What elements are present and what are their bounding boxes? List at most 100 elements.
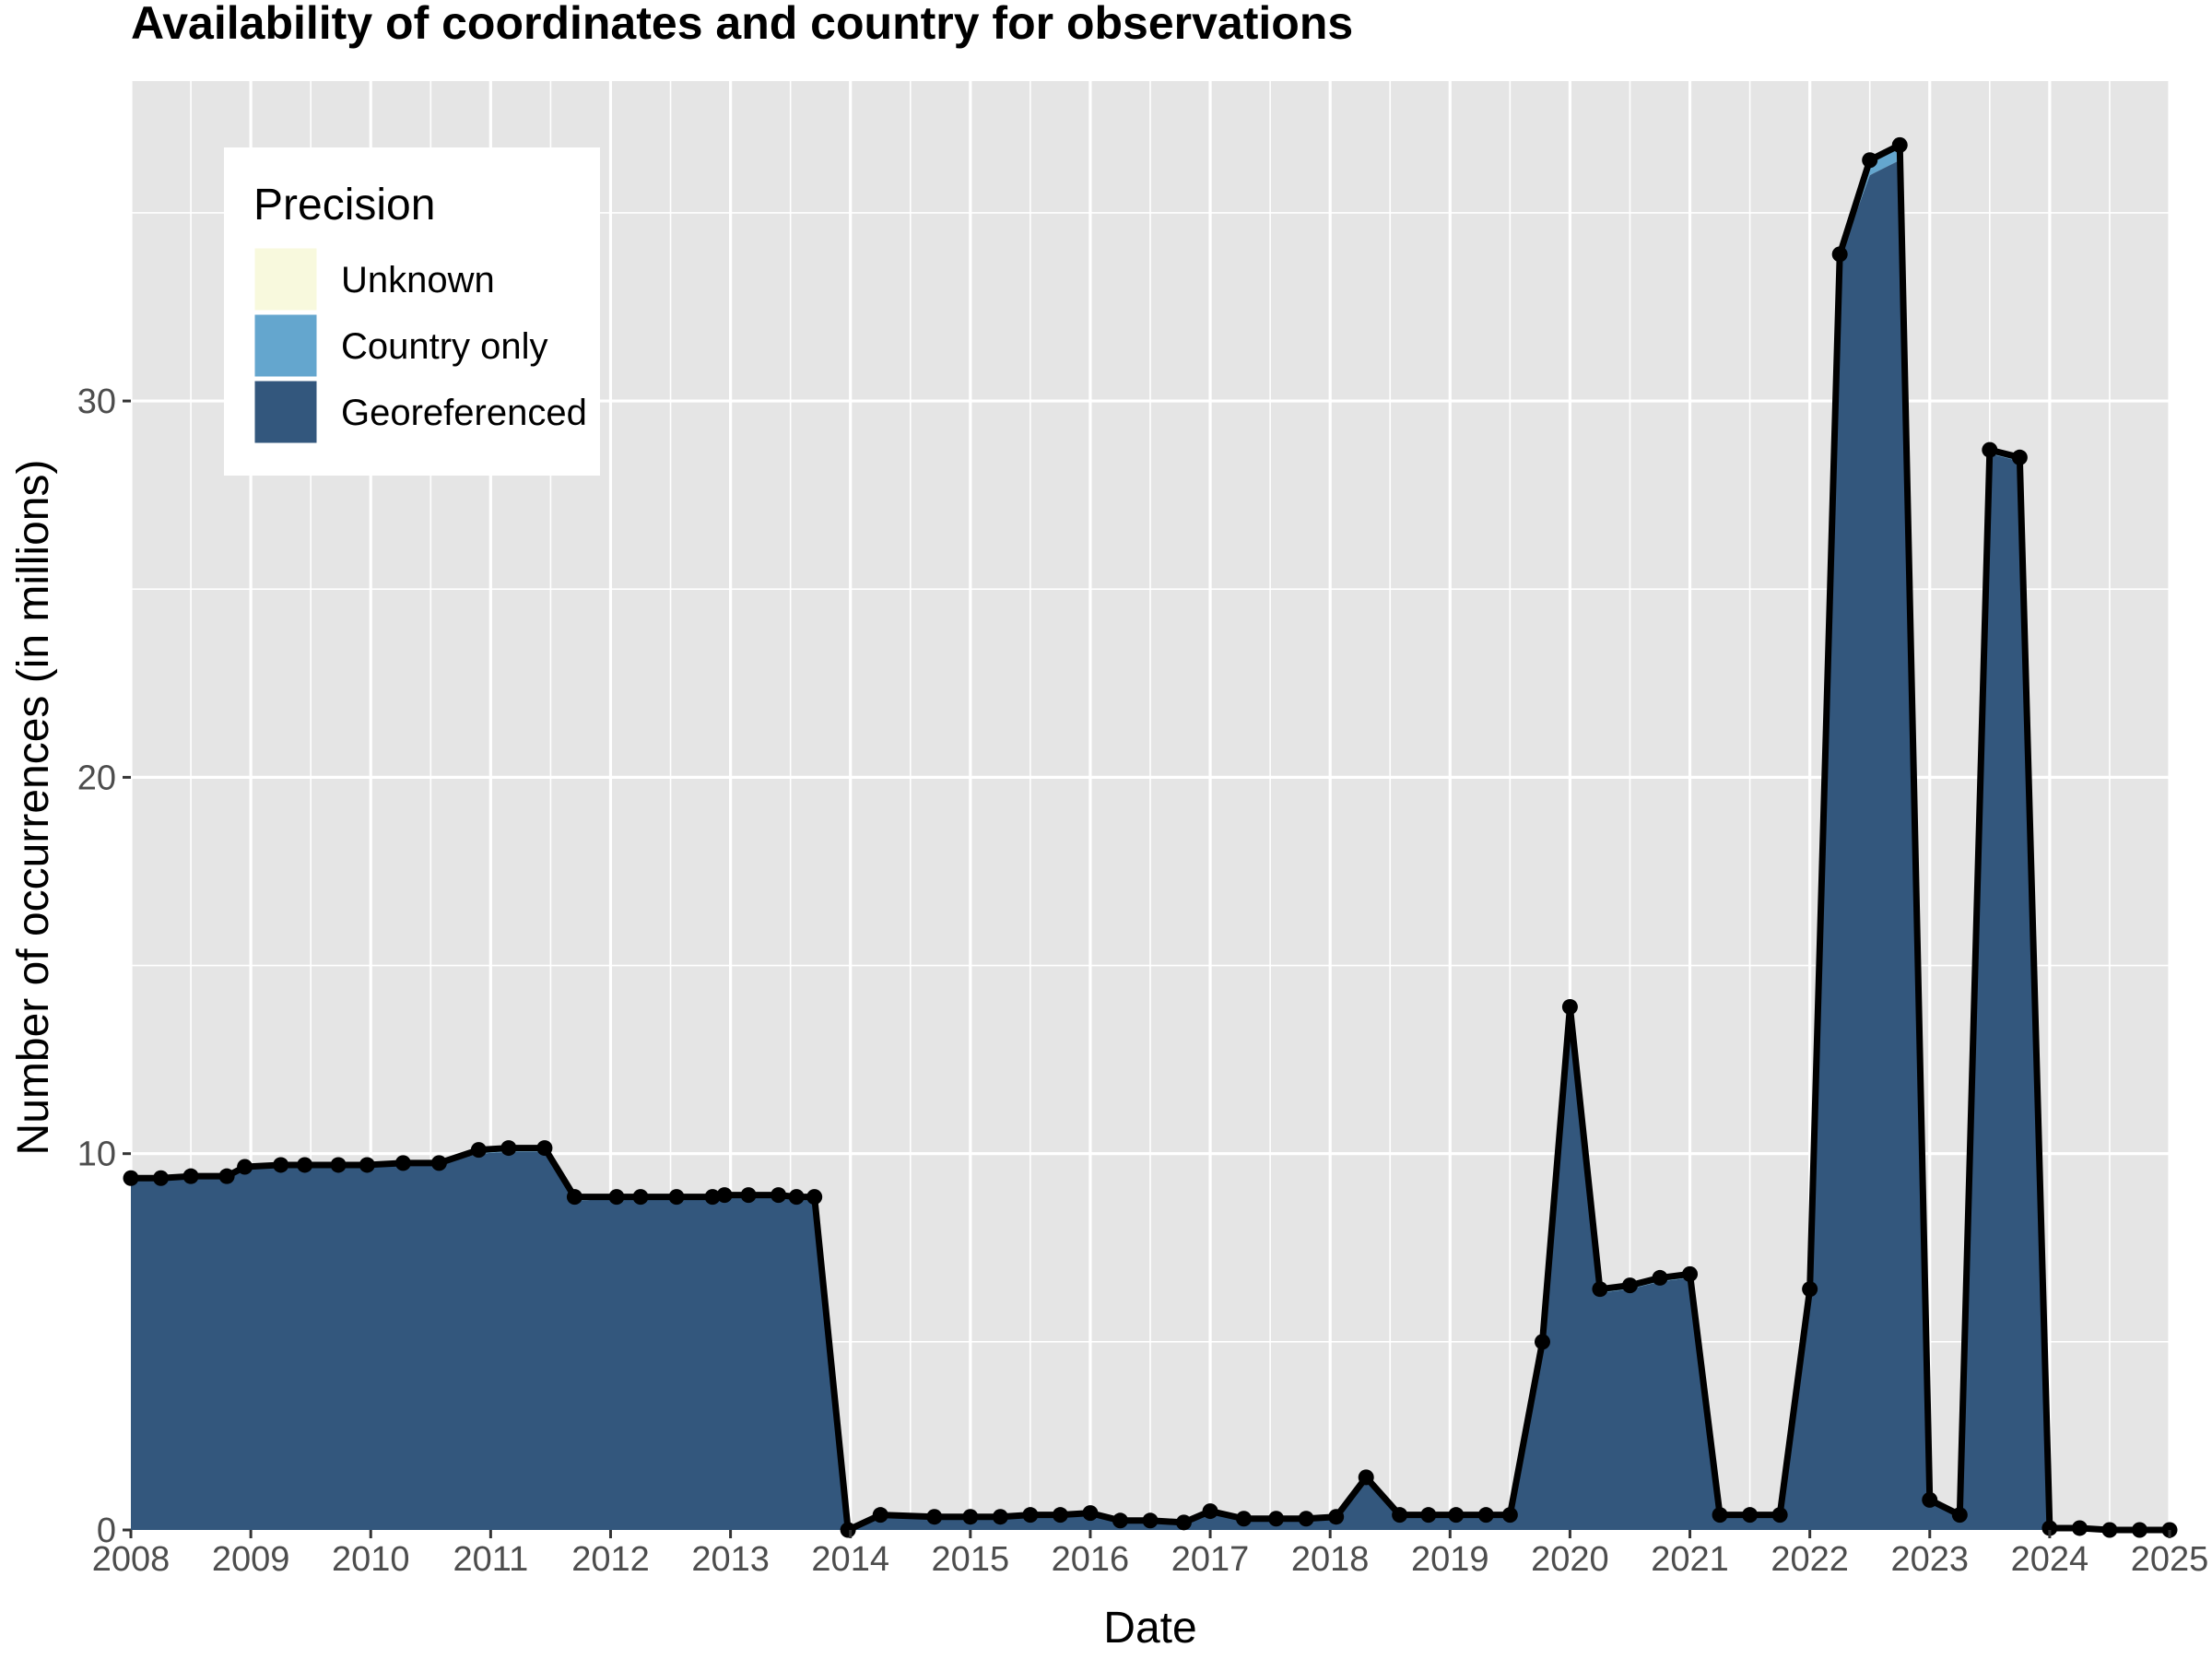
data-point [1142, 1512, 1159, 1529]
data-point [1891, 136, 1908, 153]
legend-label: Country only [341, 326, 548, 367]
x-tick-label: 2024 [2011, 1540, 2089, 1579]
legend-entries: Unknown Country only Georeferenced [252, 245, 587, 446]
data-point [2041, 1520, 2058, 1536]
data-point [1477, 1507, 1494, 1524]
data-point [430, 1155, 447, 1171]
x-tick-label: 2015 [932, 1540, 1010, 1579]
data-point [1202, 1503, 1218, 1520]
data-point [668, 1189, 685, 1206]
data-point [297, 1157, 313, 1173]
data-point [1082, 1505, 1099, 1522]
legend-label: Unknown [341, 260, 495, 300]
data-point [1561, 998, 1578, 1015]
data-point [153, 1170, 170, 1186]
data-point [500, 1140, 517, 1157]
legend: Precision Unknown Country only Georeferenc… [224, 147, 600, 476]
x-tick-label: 2013 [691, 1540, 770, 1579]
data-point [1268, 1511, 1285, 1527]
data-point [2131, 1522, 2147, 1538]
legend-title: Precision [253, 181, 435, 229]
data-point [1175, 1514, 1192, 1531]
data-point [840, 1522, 856, 1538]
data-point [1831, 246, 1848, 263]
x-tick-label: 2021 [1651, 1540, 1729, 1579]
data-point [359, 1157, 375, 1173]
x-tick-label: 2016 [1052, 1540, 1130, 1579]
data-point [992, 1509, 1008, 1525]
data-point [1358, 1469, 1374, 1486]
data-point [704, 1189, 721, 1206]
data-point [1652, 1269, 1668, 1286]
data-point [1022, 1507, 1039, 1524]
data-point [566, 1189, 582, 1206]
x-tick-label: 2018 [1291, 1540, 1370, 1579]
data-point [1802, 1281, 1818, 1298]
data-point [536, 1140, 553, 1157]
x-axis-title: Date [1103, 1604, 1196, 1653]
y-axis: 0 10 20 30 [77, 382, 131, 1550]
legend-swatch-unknown [252, 245, 320, 313]
x-tick-label: 2019 [1411, 1540, 1489, 1579]
data-point [1771, 1507, 1788, 1524]
data-point [1112, 1512, 1128, 1529]
data-point [1922, 1491, 1938, 1508]
data-point [872, 1507, 888, 1524]
data-point [608, 1189, 625, 1206]
data-point [771, 1187, 787, 1204]
x-tick-label: 2010 [332, 1540, 410, 1579]
data-point [806, 1189, 823, 1206]
data-point [1448, 1507, 1465, 1524]
data-point [1592, 1281, 1608, 1298]
x-tick-label: 2023 [1890, 1540, 1969, 1579]
data-point [1235, 1511, 1252, 1527]
data-point [1712, 1507, 1728, 1524]
data-point [740, 1187, 757, 1204]
legend-label: Georeferenced [341, 393, 587, 433]
data-point [1392, 1507, 1408, 1524]
y-tick-label: 0 [97, 1512, 116, 1550]
y-axis-title: Number of occurrences (in millions) [9, 460, 58, 1156]
data-point [1501, 1507, 1518, 1524]
x-axis: 2008 2009 2010 2011 2012 2013 2014 2015 2016 2017… [92, 1530, 2209, 1579]
data-point [716, 1187, 733, 1204]
y-tick-label: 30 [77, 382, 116, 421]
legend-swatch-georeferenced [252, 378, 320, 446]
data-point [1534, 1334, 1550, 1350]
x-tick-label: 2009 [212, 1540, 290, 1579]
data-point [237, 1159, 253, 1175]
data-point [926, 1509, 943, 1525]
data-point [1682, 1265, 1699, 1282]
data-point [962, 1509, 979, 1525]
x-tick-label: 2017 [1171, 1540, 1250, 1579]
data-point [218, 1168, 235, 1184]
legend-swatch-country-only [252, 312, 320, 380]
x-tick-label: 2012 [571, 1540, 650, 1579]
data-point [788, 1189, 805, 1206]
data-point [2101, 1522, 2118, 1538]
data-point [1420, 1507, 1437, 1524]
data-point [273, 1157, 289, 1173]
data-point [1328, 1509, 1345, 1525]
x-tick-label: 2025 [2131, 1540, 2209, 1579]
data-point [1298, 1511, 1314, 1527]
y-tick-label: 20 [77, 759, 116, 797]
data-point [1052, 1507, 1068, 1524]
x-tick-label: 2020 [1531, 1540, 1609, 1579]
x-tick-label: 2022 [1771, 1540, 1849, 1579]
data-point [182, 1168, 199, 1184]
x-tick-label: 2008 [92, 1540, 171, 1579]
data-point [2011, 449, 2028, 465]
x-tick-label: 2014 [811, 1540, 889, 1579]
data-point [470, 1142, 487, 1159]
data-point [1951, 1507, 1968, 1524]
chart-title: Availability of coordinates and country … [131, 0, 1353, 49]
data-point [1621, 1277, 1638, 1294]
data-point [394, 1155, 411, 1171]
data-point [2071, 1520, 2088, 1536]
data-point [330, 1157, 347, 1173]
x-tick-label: 2011 [453, 1540, 528, 1579]
y-tick-label: 10 [77, 1135, 116, 1174]
total-points [123, 136, 2178, 1538]
